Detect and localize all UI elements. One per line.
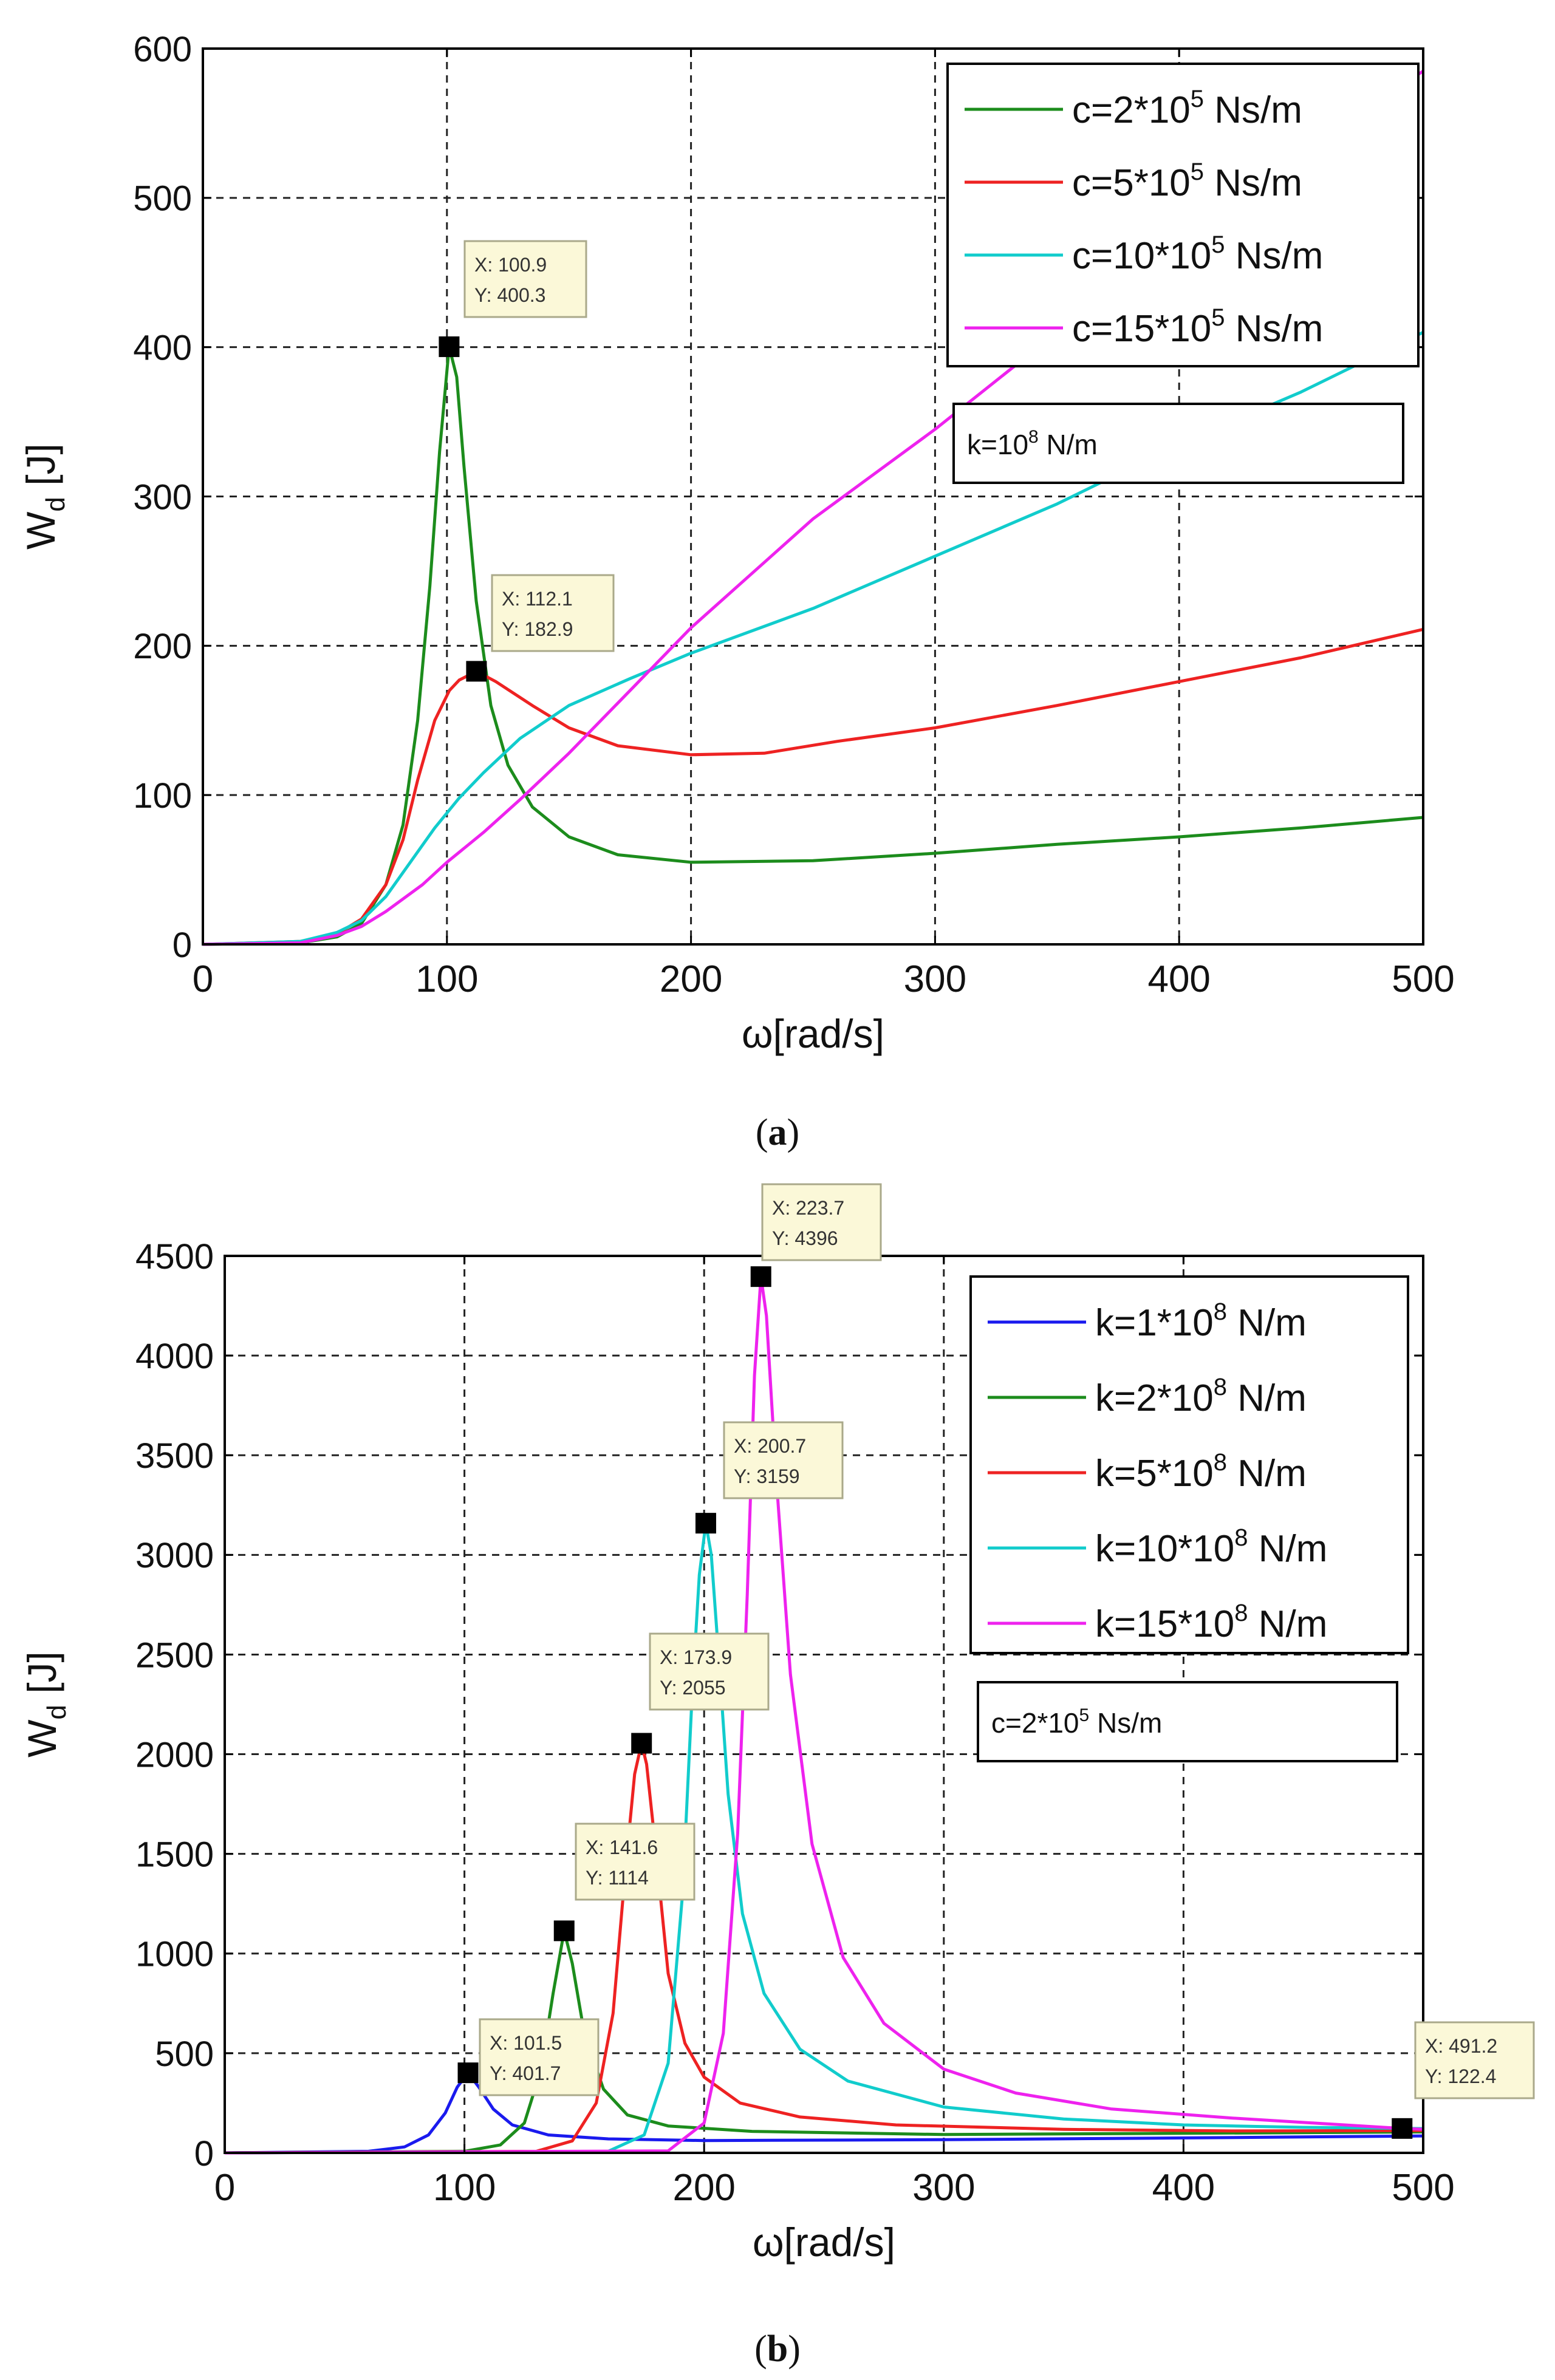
series-line [224, 2071, 1424, 2155]
y-tick-label: 200 [133, 627, 192, 666]
datatip-box [479, 2018, 600, 2096]
x-tick-label: 100 [415, 958, 478, 1000]
datatip-x-label: X: 141.6 [586, 1836, 658, 1858]
datatip-marker [439, 336, 460, 357]
y-tick-label: 3000 [135, 1536, 214, 1575]
caption-a: (a) [756, 1112, 799, 1153]
datatip-y-label: Y: 4396 [772, 1227, 838, 1249]
annotation-text: k=108 N/m [967, 427, 1098, 460]
caption-b: (b) [754, 2328, 801, 2370]
datatip-box [575, 1823, 695, 1901]
y-tick-label: 1500 [135, 1835, 214, 1875]
datatip-x-label: X: 100.9 [474, 254, 547, 276]
y-tick-label: 0 [194, 2134, 214, 2174]
datatip-x-label: X: 491.2 [1425, 2035, 1497, 2057]
series-line [202, 627, 1424, 946]
legend-label: c=15*105 Ns/m [1072, 304, 1323, 350]
legend-label: k=5*108 N/m [1095, 1449, 1307, 1495]
y-tick-label: 3500 [135, 1436, 214, 1476]
annotation-box [977, 1681, 1398, 1762]
x-tick-label: 200 [672, 2167, 735, 2209]
datatip-marker [1392, 2118, 1413, 2139]
x-tick-label: 400 [1147, 958, 1210, 1000]
datatip-x-label: X: 223.7 [772, 1197, 844, 1219]
datatip-x-label: X: 200.7 [734, 1435, 806, 1457]
x-tick-label: 200 [660, 958, 722, 1000]
datatip-box [491, 574, 615, 652]
datatip-y-label: Y: 1114 [586, 1867, 649, 1889]
legend-box [946, 63, 1420, 367]
legend-label: k=1*108 N/m [1095, 1298, 1307, 1344]
datatip-y-label: Y: 400.3 [474, 284, 545, 306]
datatip-y-label: Y: 182.9 [502, 618, 573, 640]
datatip-box [761, 1183, 882, 1261]
y-tick-label: 600 [133, 30, 192, 69]
legend-label: c=10*105 Ns/m [1072, 231, 1323, 277]
datatip-x-label: X: 101.5 [490, 2032, 562, 2054]
series-line [224, 1275, 1424, 2155]
datatip-box [723, 1421, 844, 1499]
y-tick-label: 500 [133, 179, 192, 219]
y-tick-label: 2000 [135, 1735, 214, 1775]
datatip-x-label: X: 173.9 [660, 1646, 732, 1668]
series-line [224, 1742, 1424, 2155]
datatip-y-label: Y: 122.4 [1425, 2065, 1496, 2087]
x-tick-label: 500 [1392, 958, 1454, 1000]
y-tick-label: 100 [133, 776, 192, 816]
y-tick-label: 400 [133, 329, 192, 368]
datatip-y-label: Y: 401.7 [490, 2062, 561, 2084]
y-tick-label: 500 [155, 2034, 214, 2074]
datatip-box [1414, 2021, 1535, 2099]
chart-panel-a: 0 100 200 300 400 500 0 100 200 300 400 500 600 ω[rad… [18, 30, 1455, 1056]
x-tick-label: 300 [912, 2167, 975, 2209]
datatip-marker [466, 661, 487, 682]
datatip-box [463, 240, 587, 318]
x-tick-label: 0 [193, 958, 213, 1000]
datatip-box [649, 1632, 770, 1711]
x-tick-label: 100 [433, 2167, 496, 2209]
y-tick-label: 2500 [135, 1635, 214, 1675]
y-tick-label: 4500 [135, 1237, 214, 1277]
y-tick-label: 0 [173, 926, 192, 965]
y-tick-label: 1000 [135, 1935, 214, 1974]
chart-panel-b: 0 100 200 300 400 500 0 500 1000 1500 2000 2500 3000… [19, 1183, 1535, 2265]
legend-box [969, 1275, 1409, 1654]
legend-label: k=2*108 N/m [1095, 1374, 1307, 1419]
datatip-marker [457, 2062, 479, 2084]
legend-label: k=15*108 N/m [1095, 1600, 1327, 1645]
series-line [224, 1521, 1424, 2155]
x-tick-label: 0 [214, 2167, 235, 2209]
x-axis-label: ω[rad/s] [742, 1011, 884, 1056]
datatip-y-label: Y: 3159 [734, 1465, 800, 1487]
annotation-box [952, 403, 1404, 484]
datatip-y-label: Y: 2055 [660, 1677, 726, 1699]
x-tick-label: 300 [904, 958, 966, 1000]
x-tick-label: 500 [1392, 2167, 1454, 2209]
datatip-marker [695, 1513, 716, 1534]
y-tick-label: 300 [133, 477, 192, 517]
series-line [202, 330, 1424, 946]
y-tick-label: 4000 [135, 1337, 214, 1376]
legend-label: c=2*105 Ns/m [1072, 86, 1302, 131]
y-axis-label: Wd [J] [18, 443, 70, 550]
datatip-marker [553, 1920, 575, 1942]
datatip-marker [631, 1733, 652, 1754]
datatip-x-label: X: 112.1 [502, 588, 573, 610]
legend-label: k=10*108 N/m [1095, 1524, 1327, 1570]
datatip-marker [750, 1266, 771, 1287]
annotation-text: c=2*105 Ns/m [991, 1705, 1162, 1739]
x-axis-label: ω[rad/s] [753, 2220, 895, 2265]
x-tick-label: 400 [1152, 2167, 1215, 2209]
series-line [224, 1929, 1424, 2155]
y-axis-label: Wd [J] [19, 1651, 72, 1758]
legend-label: c=5*105 Ns/m [1072, 159, 1302, 204]
